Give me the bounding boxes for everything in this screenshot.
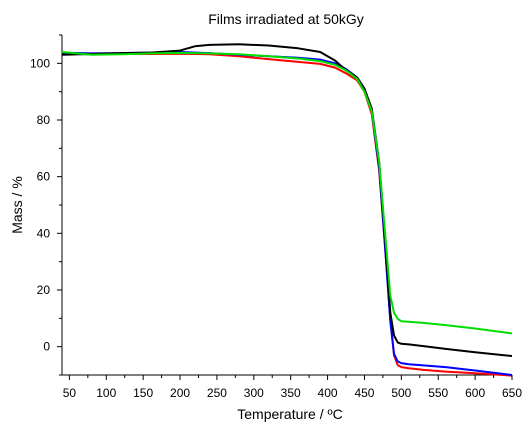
series-line-4 xyxy=(61,51,513,335)
x-tick-label: 500 xyxy=(391,386,411,400)
x-tick-label: 300 xyxy=(244,386,264,400)
x-tick-label: 100 xyxy=(96,386,116,400)
y-axis-title: Mass / % xyxy=(9,176,25,234)
chart-title: Films irradiated at 50kGy xyxy=(208,11,364,27)
x-tick-label: 250 xyxy=(207,386,227,400)
x-tick-label: 650 xyxy=(502,386,522,400)
y-tick-label: 40 xyxy=(37,226,51,240)
series-line-1 xyxy=(61,52,513,377)
series-line-3 xyxy=(61,43,513,357)
x-tick-label: 150 xyxy=(133,386,153,400)
x-tick-label: 50 xyxy=(63,386,77,400)
y-tick-label: 0 xyxy=(43,340,50,354)
x-tick-label: 550 xyxy=(428,386,448,400)
x-tick-label: 450 xyxy=(354,386,374,400)
y-tick-label: 80 xyxy=(37,113,51,127)
y-tick-label: 20 xyxy=(37,283,51,297)
x-axis-ticks: 50 100 150 200 250 300 350 400 450 500 550 600 650 xyxy=(63,375,522,400)
series-layer xyxy=(61,43,513,377)
y-tick-label: 100 xyxy=(30,56,50,70)
series-line-2 xyxy=(61,51,513,376)
x-tick-label: 400 xyxy=(318,386,338,400)
x-tick-label: 200 xyxy=(170,386,190,400)
x-tick-label: 600 xyxy=(465,386,485,400)
x-tick-label: 350 xyxy=(281,386,301,400)
y-axis-ticks: 0 20 40 60 80 100 xyxy=(30,34,62,376)
y-tick-label: 60 xyxy=(37,170,51,184)
x-axis-title: Temperature / ºC xyxy=(237,406,343,422)
